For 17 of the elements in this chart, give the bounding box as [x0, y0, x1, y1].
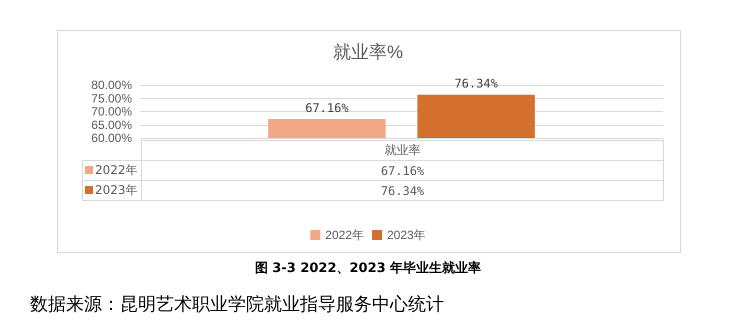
y-tick-label: 75.00%: [91, 91, 132, 106]
text: 2022年: [95, 163, 138, 177]
y-tick-label: 65.00%: [91, 118, 132, 132]
legend-label: 2022年: [325, 228, 364, 242]
text: 2023年: [95, 183, 138, 197]
x-tick-label: 就业率: [142, 140, 664, 160]
caption: 图 3-3 2022、2023 年毕业生就业率: [254, 260, 482, 277]
y-tick-label: 70.00%: [91, 104, 132, 118]
text: 76.34%: [380, 184, 424, 198]
data-label: 76.34%: [454, 76, 499, 91]
y-tick-label: 60.00%: [91, 131, 132, 145]
source-note: 数据来源：昆明艺术职业学院就业指导服务中心统计: [30, 293, 444, 316]
chart-title: 就业率%: [332, 42, 404, 62]
data-label: 67.16%: [305, 101, 350, 116]
legend-label: 2023年: [387, 228, 426, 242]
y-tick-label: 80.00%: [91, 78, 132, 92]
text: 67.16%: [380, 164, 424, 178]
